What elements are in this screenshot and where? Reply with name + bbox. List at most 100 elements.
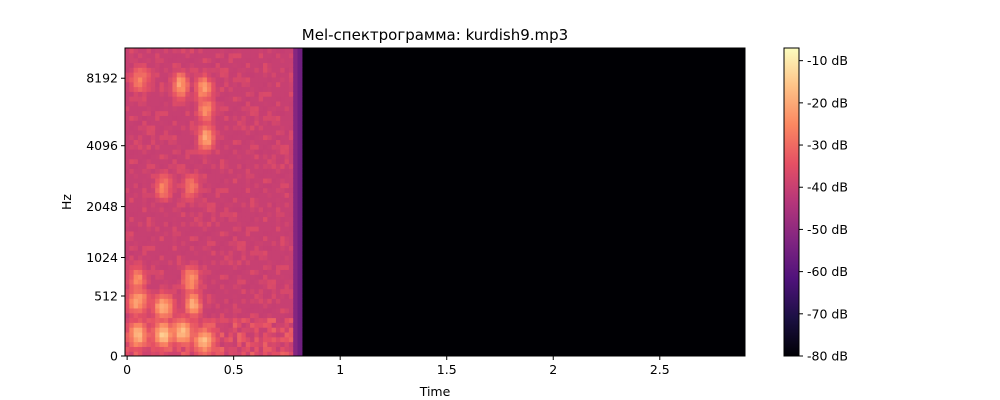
spectrogram-cell <box>250 110 255 116</box>
spectrogram-cell <box>215 173 221 179</box>
spectrogram-cell <box>224 168 230 174</box>
spectrogram-cell <box>245 351 251 356</box>
spectrogram-cell <box>288 206 294 213</box>
spectrogram-cell <box>254 254 260 261</box>
spectrogram-cell <box>125 163 130 169</box>
spectrogram-cell <box>181 67 186 73</box>
spectrogram-cell <box>232 86 238 92</box>
spectrogram-cell <box>211 187 217 193</box>
spectrogram-cell <box>245 105 251 112</box>
spectrogram-cell <box>250 153 255 160</box>
spectrogram-cell <box>232 110 238 116</box>
spectrogram-cell <box>159 298 165 304</box>
spectrogram-cell <box>181 182 186 189</box>
spectrogram-cell <box>142 331 148 338</box>
spectrogram-cell <box>284 269 290 275</box>
spectrogram-cell <box>284 182 290 189</box>
spectrogram-cell <box>263 240 268 246</box>
spectrogram-cell <box>271 230 277 237</box>
spectrogram-cell <box>293 72 299 78</box>
spectrogram-cell <box>163 110 169 116</box>
spectrogram-cell <box>219 346 225 352</box>
spectrogram-cell <box>189 322 195 328</box>
spectrogram-cell <box>185 91 191 97</box>
spectrogram-cell <box>206 120 212 126</box>
spectrogram-cell <box>211 149 217 155</box>
spectrogram-cell <box>189 105 195 112</box>
spectrogram-cell <box>198 48 204 54</box>
spectrogram-cell <box>241 259 247 266</box>
spectrogram-cell <box>146 206 152 213</box>
spectrogram-cell <box>224 221 230 227</box>
spectrogram-cell <box>267 235 273 242</box>
spectrogram-cell <box>125 173 130 179</box>
spectrogram-cell <box>280 293 286 299</box>
spectrogram-cell <box>224 62 230 68</box>
spectrogram-cell <box>237 139 243 145</box>
spectrogram-cell <box>245 110 251 116</box>
spectrogram-cell <box>159 81 165 88</box>
spectrogram-cell <box>168 254 174 261</box>
spectrogram-cell <box>181 57 186 64</box>
spectrogram-cell <box>202 226 208 232</box>
spectrogram-cell <box>189 341 195 347</box>
spectrogram-cell <box>284 216 290 222</box>
spectrogram-cell <box>237 125 243 131</box>
spectrogram-cell <box>142 105 148 112</box>
spectrogram-cell <box>146 52 152 59</box>
spectrogram-cell <box>215 269 221 275</box>
spectrogram-cell <box>275 48 281 54</box>
spectrogram-cell <box>232 298 238 304</box>
spectrogram-cell <box>288 57 294 64</box>
spectrogram-cell <box>202 72 208 78</box>
spectrogram-cell <box>194 96 199 102</box>
spectrogram-cell <box>258 331 264 338</box>
spectrogram-cell <box>232 177 238 184</box>
spectrogram-cell <box>280 327 286 333</box>
spectrogram-cell <box>263 52 268 59</box>
spectrogram-cell <box>288 105 294 112</box>
spectrogram-cell <box>237 144 243 150</box>
spectrogram-cell <box>280 226 286 232</box>
spectrogram-cell <box>168 298 174 304</box>
spectrogram-cell <box>155 105 161 112</box>
spectrogram-cell <box>163 307 169 314</box>
spectrogram-cell <box>271 110 277 116</box>
spectrogram-cell <box>284 307 290 314</box>
spectrogram-cell <box>250 298 255 304</box>
spectrogram-cell <box>284 254 290 261</box>
spectrogram-cell <box>245 341 251 347</box>
spectrogram-cell <box>194 120 199 126</box>
spectrogram-cell <box>159 120 165 126</box>
spectrogram-cell <box>211 91 217 97</box>
spectrogram-cell <box>258 129 264 136</box>
spectrogram-cell <box>146 96 152 102</box>
spectrogram-cell <box>237 322 243 328</box>
spectrogram-cell <box>176 250 182 256</box>
spectrogram-cell <box>159 129 165 136</box>
spectrogram-cell <box>159 226 165 232</box>
spectrogram-cell <box>280 192 286 198</box>
spectrogram-cell <box>241 298 247 304</box>
spectrogram-cell <box>297 67 303 73</box>
spectrogram-cell <box>176 187 182 193</box>
spectrogram-cell <box>219 245 225 251</box>
spectrogram-cell <box>224 177 230 184</box>
spectrogram-cell <box>168 202 174 208</box>
spectrogram-cell <box>142 279 148 285</box>
spectrogram-cell <box>280 240 286 246</box>
spectrogram-cell <box>267 149 273 155</box>
spectrogram-cell <box>159 274 165 280</box>
spectrogram-cell <box>219 264 225 270</box>
spectrogram-cell <box>125 264 130 270</box>
spectrogram-cell <box>280 303 286 309</box>
spectrogram-cell <box>293 177 299 184</box>
spectrogram-cell <box>168 115 174 121</box>
spectrogram-cell <box>142 52 148 59</box>
spectrogram-cell <box>288 96 294 102</box>
spectrogram-cell <box>172 173 178 179</box>
spectrogram-cell <box>224 327 230 333</box>
spectrogram-cell <box>228 187 234 193</box>
spectrogram-cell <box>137 197 143 203</box>
spectrogram-cell <box>137 115 143 121</box>
